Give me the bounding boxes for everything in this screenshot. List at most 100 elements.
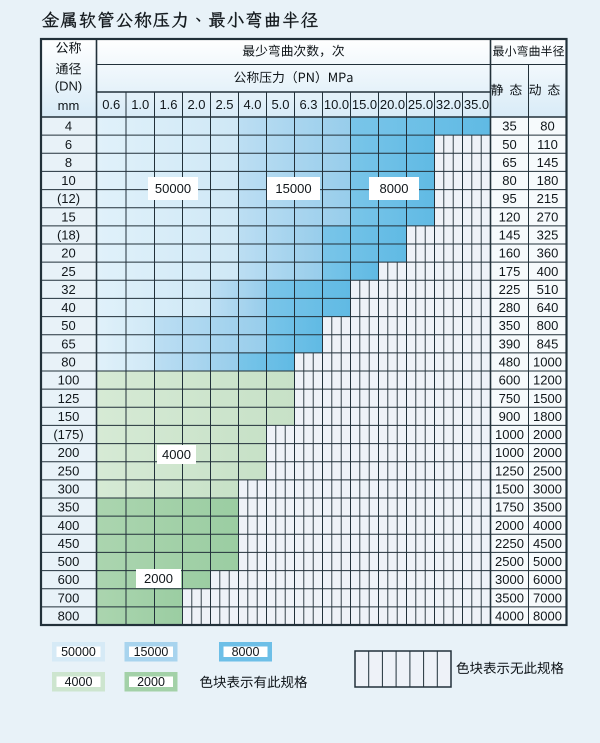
svg-text:8000: 8000: [380, 181, 409, 196]
svg-text:100: 100: [58, 373, 80, 388]
svg-text:145: 145: [499, 228, 521, 243]
svg-text:480: 480: [499, 355, 521, 370]
svg-text:270: 270: [537, 209, 559, 224]
svg-text:25: 25: [61, 264, 75, 279]
svg-text:32: 32: [61, 282, 75, 297]
svg-text:20.0: 20.0: [380, 97, 405, 112]
svg-text:510: 510: [537, 282, 559, 297]
svg-text:800: 800: [537, 318, 559, 333]
svg-text:600: 600: [58, 572, 80, 587]
svg-text:845: 845: [537, 336, 559, 351]
svg-text:(175): (175): [53, 427, 83, 442]
svg-text:2500: 2500: [495, 554, 524, 569]
svg-text:4500: 4500: [533, 536, 562, 551]
svg-text:1500: 1500: [533, 391, 562, 406]
svg-text:1500: 1500: [495, 482, 524, 497]
svg-text:2000: 2000: [137, 675, 165, 689]
svg-text:mm: mm: [58, 98, 80, 113]
svg-text:8000: 8000: [533, 609, 562, 624]
svg-text:4: 4: [65, 119, 72, 134]
svg-text:3500: 3500: [495, 590, 524, 605]
svg-text:50: 50: [61, 318, 75, 333]
svg-text:1250: 1250: [495, 463, 524, 478]
svg-text:3000: 3000: [495, 572, 524, 587]
svg-text:400: 400: [537, 264, 559, 279]
svg-text:450: 450: [58, 536, 80, 551]
svg-text:350: 350: [58, 500, 80, 515]
svg-text:1000: 1000: [533, 355, 562, 370]
svg-text:640: 640: [537, 300, 559, 315]
svg-text:65: 65: [502, 155, 516, 170]
svg-text:215: 215: [537, 191, 559, 206]
svg-text:6: 6: [65, 137, 72, 152]
svg-text:65: 65: [61, 336, 75, 351]
svg-text:175: 175: [499, 264, 521, 279]
svg-text:225: 225: [499, 282, 521, 297]
svg-text:4000: 4000: [495, 609, 524, 624]
svg-text:4000: 4000: [65, 675, 93, 689]
svg-text:150: 150: [58, 409, 80, 424]
svg-text:25.0: 25.0: [408, 97, 433, 112]
svg-text:4000: 4000: [162, 447, 191, 462]
svg-text:10.0: 10.0: [324, 97, 349, 112]
svg-text:1.0: 1.0: [131, 97, 149, 112]
svg-text:200: 200: [58, 445, 80, 460]
svg-text:2250: 2250: [495, 536, 524, 551]
svg-text:800: 800: [58, 609, 80, 624]
svg-text:4.0: 4.0: [243, 97, 261, 112]
svg-text:160: 160: [499, 246, 521, 261]
svg-text:80: 80: [540, 119, 554, 134]
svg-text:35: 35: [502, 119, 516, 134]
svg-text:700: 700: [58, 590, 80, 605]
svg-text:600: 600: [499, 373, 521, 388]
svg-text:(12): (12): [57, 191, 80, 206]
svg-text:350: 350: [499, 318, 521, 333]
svg-text:2000: 2000: [533, 445, 562, 460]
svg-text:8000: 8000: [232, 645, 260, 659]
svg-text:32.0: 32.0: [436, 97, 461, 112]
svg-text:40: 40: [61, 300, 75, 315]
svg-text:4000: 4000: [533, 518, 562, 533]
svg-text:2000: 2000: [495, 518, 524, 533]
svg-text:125: 125: [58, 391, 80, 406]
svg-text:15000: 15000: [134, 645, 169, 659]
svg-text:400: 400: [58, 518, 80, 533]
svg-text:750: 750: [499, 391, 521, 406]
svg-text:3000: 3000: [533, 482, 562, 497]
svg-text:80: 80: [502, 173, 516, 188]
svg-text:2500: 2500: [533, 463, 562, 478]
svg-text:325: 325: [537, 228, 559, 243]
svg-text:35.0: 35.0: [464, 97, 489, 112]
svg-text:2000: 2000: [144, 571, 173, 586]
svg-text:5000: 5000: [533, 554, 562, 569]
svg-text:250: 250: [58, 463, 80, 478]
svg-text:15000: 15000: [275, 181, 311, 196]
svg-text:3500: 3500: [533, 500, 562, 515]
svg-text:360: 360: [537, 246, 559, 261]
svg-text:300: 300: [58, 482, 80, 497]
svg-text:110: 110: [537, 137, 558, 152]
svg-text:20: 20: [61, 246, 75, 261]
svg-text:5.0: 5.0: [271, 97, 289, 112]
svg-text:95: 95: [502, 191, 516, 206]
svg-text:1.6: 1.6: [159, 97, 177, 112]
svg-text:500: 500: [58, 554, 80, 569]
svg-text:50: 50: [502, 137, 516, 152]
svg-text:1000: 1000: [495, 445, 524, 460]
svg-text:2000: 2000: [533, 427, 562, 442]
svg-text:1000: 1000: [495, 427, 524, 442]
svg-text:390: 390: [499, 336, 521, 351]
svg-text:1200: 1200: [533, 373, 562, 388]
svg-text:8: 8: [65, 155, 72, 170]
svg-text:15: 15: [61, 209, 75, 224]
svg-text:80: 80: [61, 355, 75, 370]
svg-text:6000: 6000: [533, 572, 562, 587]
svg-text:1750: 1750: [495, 500, 524, 515]
svg-text:50000: 50000: [61, 645, 96, 659]
svg-text:900: 900: [499, 409, 521, 424]
svg-text:50000: 50000: [155, 181, 191, 196]
svg-text:145: 145: [537, 155, 559, 170]
svg-text:120: 120: [499, 209, 521, 224]
svg-text:7000: 7000: [533, 590, 562, 605]
svg-text:10: 10: [61, 173, 75, 188]
